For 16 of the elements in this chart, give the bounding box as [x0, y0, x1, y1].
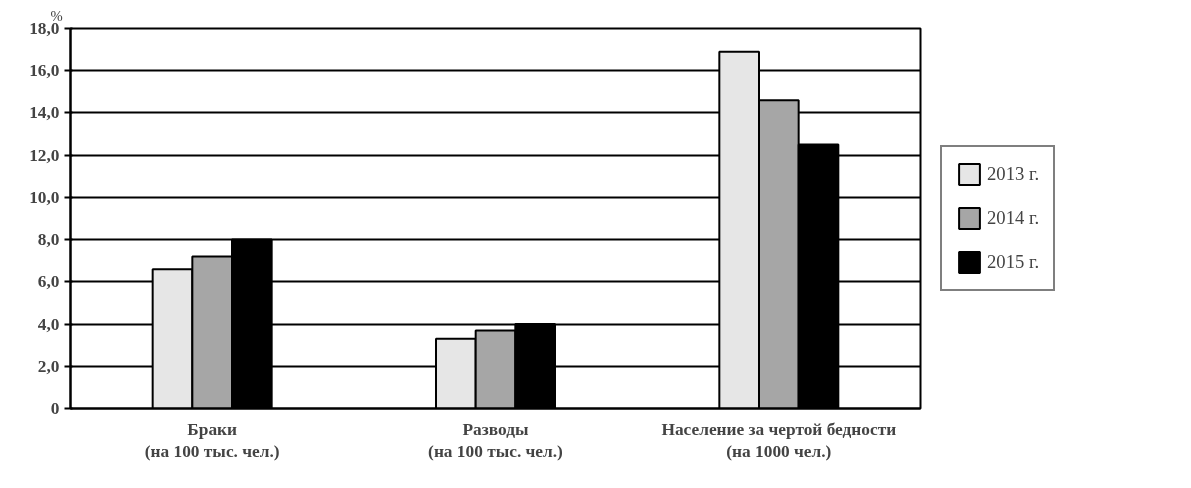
y-tick-label: 10,0	[29, 187, 60, 207]
legend-label: 2015 г.	[987, 251, 1040, 273]
legend-label: 2013 г.	[987, 163, 1040, 185]
y-tick-label: 14,0	[29, 103, 60, 123]
legend-label: 2014 г.	[987, 207, 1040, 229]
y-tick-label: 4,0	[37, 314, 60, 334]
y-axis-title: %	[50, 7, 63, 24]
x-tick-label: Разводы (на 100 тыс. чел.)	[428, 419, 564, 462]
y-tick-label: 8,0	[37, 230, 60, 250]
y-tick-label: 2,0	[37, 356, 60, 376]
y-tick-label: 16,0	[29, 61, 60, 81]
x-tick-label: Население за чертой бедности (на 1000 чел.)	[661, 419, 897, 462]
x-tick-label: Браки (на 100 тыс. чел.)	[144, 419, 280, 462]
y-tick-label: 0	[50, 399, 60, 418]
y-tick-label: 6,0	[37, 272, 60, 292]
y-tick-label: 12,0	[29, 145, 60, 165]
